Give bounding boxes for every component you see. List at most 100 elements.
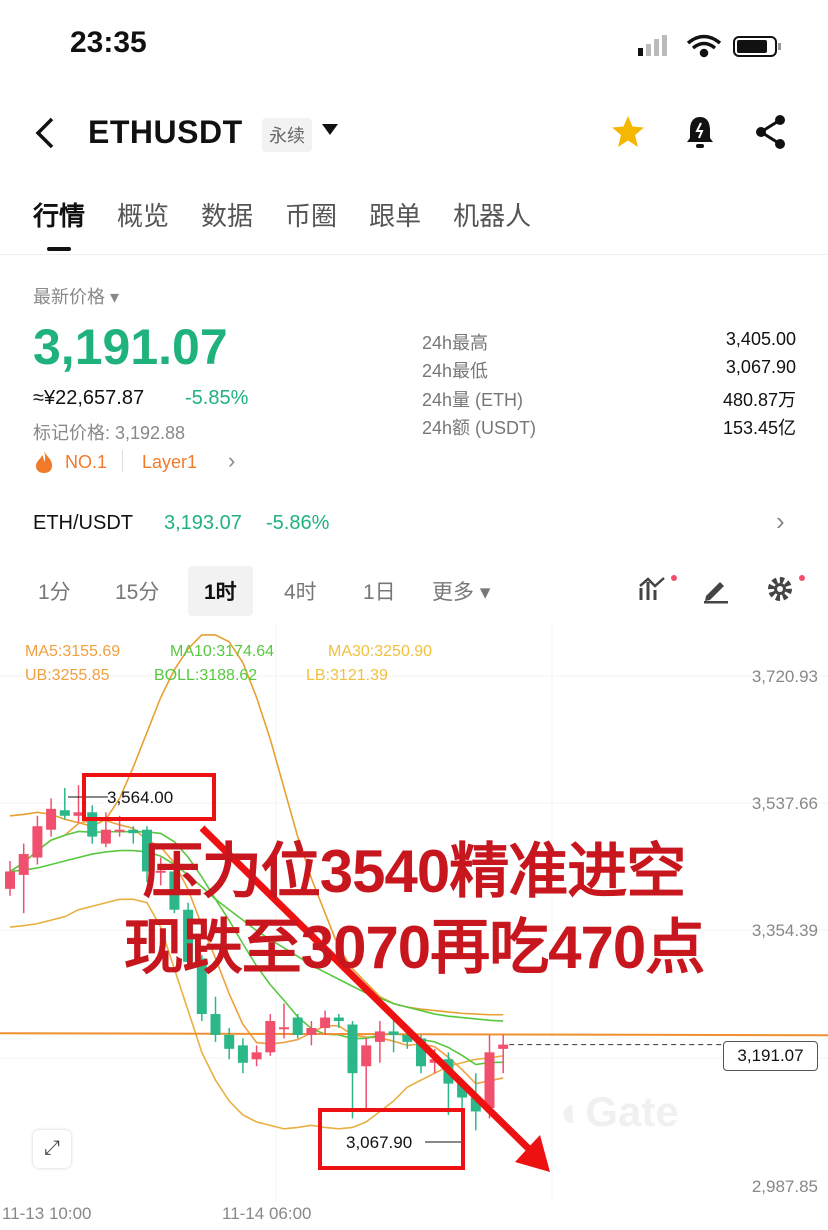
- candle-body: [416, 1038, 426, 1067]
- timeframe-4h[interactable]: 4时: [284, 581, 317, 604]
- status-time: 23:35: [70, 26, 147, 59]
- battery-icon: [733, 36, 781, 57]
- candle-body: [32, 826, 43, 858]
- category-badge[interactable]: Layer1: [142, 452, 198, 472]
- low-marker-label: 3,067.90: [346, 1133, 413, 1152]
- divider: [122, 450, 123, 472]
- tab-bots[interactable]: 机器人: [453, 201, 532, 231]
- high-highlight-box: [82, 773, 216, 821]
- candle-body: [100, 829, 111, 844]
- stat-label: 24h最低: [422, 361, 489, 381]
- candle-body: [292, 1017, 303, 1035]
- stat-label: 24h额 (USDT): [422, 418, 537, 438]
- stat-label: 24h最高: [422, 333, 489, 353]
- contract-tag: 永续: [262, 118, 312, 152]
- ma30-value: MA30:3250.90: [328, 643, 433, 660]
- last-price-label[interactable]: 最新价格 ▾: [33, 287, 120, 307]
- boll-upper-value: UB:3255.85: [25, 667, 110, 684]
- candle-body: [73, 812, 84, 816]
- annotation-line1: 压力位3540精准进空: [142, 838, 686, 905]
- candle-body: [46, 808, 57, 830]
- tab-community[interactable]: 币圈: [285, 201, 338, 231]
- price-alert-icon[interactable]: [684, 114, 716, 150]
- draw-icon[interactable]: [702, 576, 730, 604]
- indicator-icon[interactable]: [638, 574, 682, 604]
- y-tick: 2,987.85: [751, 1177, 818, 1196]
- candle-body: [251, 1052, 262, 1060]
- star-icon[interactable]: [610, 114, 646, 150]
- price-change: -5.85%: [185, 387, 249, 409]
- timeframe-15m[interactable]: 15分: [115, 581, 160, 604]
- main-tabs: 行情 概览 数据 币圈 跟单 机器人: [0, 196, 531, 251]
- boll-mid-line: [9, 849, 504, 1022]
- spot-pair: ETH/USDT: [33, 512, 133, 534]
- candle-body: [155, 870, 166, 873]
- candle-body: [388, 1031, 399, 1035]
- candle-body: [470, 1097, 481, 1112]
- high-marker-label: 3,564.00: [107, 788, 174, 807]
- y-tick: 3,354.39: [751, 921, 818, 940]
- stat-value: 3,405.00: [725, 329, 796, 349]
- stat-label: 24h量 (ETH): [422, 390, 524, 410]
- candle-body: [347, 1024, 358, 1074]
- stat-value: 3,067.90: [725, 357, 796, 377]
- tab-overview[interactable]: 概览: [117, 201, 170, 231]
- candle-body: [142, 829, 152, 872]
- chevron-right-icon[interactable]: ›: [228, 448, 236, 473]
- candle-body: [306, 1027, 317, 1035]
- stat-value: 480.87万: [722, 390, 796, 410]
- boll-lower-value: LB:3121.39: [306, 667, 388, 684]
- cny-price: ≈¥22,657.87: [33, 387, 145, 409]
- annotation-line2: 现跌至3070再吃470点: [123, 914, 706, 981]
- candle-body: [457, 1083, 468, 1098]
- caret-down-icon[interactable]: [322, 124, 338, 135]
- timeframe-more[interactable]: 更多 ▾: [432, 581, 491, 604]
- timeframe-1h[interactable]: 1时: [188, 566, 253, 616]
- candle-body: [333, 1017, 344, 1022]
- spot-change: -5.86%: [266, 512, 330, 534]
- candle-body: [484, 1052, 495, 1108]
- fire-icon: [36, 451, 53, 473]
- ma5-value: MA5:3155.69: [25, 643, 121, 660]
- y-tick: 3,720.93: [751, 667, 818, 686]
- candle-body: [279, 1027, 289, 1030]
- last-price: 3,191.07: [33, 319, 228, 375]
- settings-icon[interactable]: [766, 574, 808, 604]
- candle-body: [374, 1031, 385, 1042]
- timeframe-1m[interactable]: 1分: [38, 581, 71, 604]
- candle-body: [196, 958, 207, 1015]
- timeframe-1d[interactable]: 1日: [363, 581, 396, 604]
- candle-body: [87, 812, 98, 837]
- boll-mid-value: BOLL:3188.62: [154, 667, 258, 684]
- candle-body: [59, 810, 70, 816]
- signal-icon: [638, 35, 667, 56]
- symbol-title[interactable]: ETHUSDT: [88, 114, 243, 150]
- candle-body: [128, 829, 139, 834]
- fullscreen-icon[interactable]: ⤢: [33, 1130, 71, 1168]
- rank-badge[interactable]: NO.1: [65, 452, 108, 472]
- candlestick-chart[interactable]: [0, 625, 828, 1230]
- candle-body: [18, 854, 29, 875]
- candle-body: [320, 1017, 331, 1028]
- spot-pair-row[interactable]: ETH/USDT 3,193.07 -5.86% ›: [0, 492, 828, 552]
- wifi-icon: [686, 34, 722, 58]
- candle-body: [224, 1034, 235, 1049]
- candle-body: [5, 871, 15, 889]
- trend-arrow-head: [515, 1135, 550, 1172]
- divider: [0, 254, 828, 255]
- candle-body: [498, 1044, 509, 1049]
- back-icon[interactable]: [32, 116, 58, 150]
- tab-copy-trading[interactable]: 跟单: [369, 201, 422, 231]
- candle-body: [210, 1014, 221, 1035]
- low-highlight-box: [318, 1108, 465, 1170]
- tab-market[interactable]: 行情: [33, 196, 85, 251]
- tab-data[interactable]: 数据: [201, 201, 254, 231]
- spot-price: 3,193.07: [164, 512, 242, 534]
- last-price-tag: 3,191.07: [723, 1041, 818, 1071]
- candle-body: [265, 1021, 276, 1053]
- candle-body: [183, 909, 194, 962]
- candle-body: [237, 1045, 248, 1063]
- share-icon[interactable]: [754, 114, 788, 150]
- candle-body: [361, 1045, 372, 1067]
- candle-body: [169, 871, 180, 910]
